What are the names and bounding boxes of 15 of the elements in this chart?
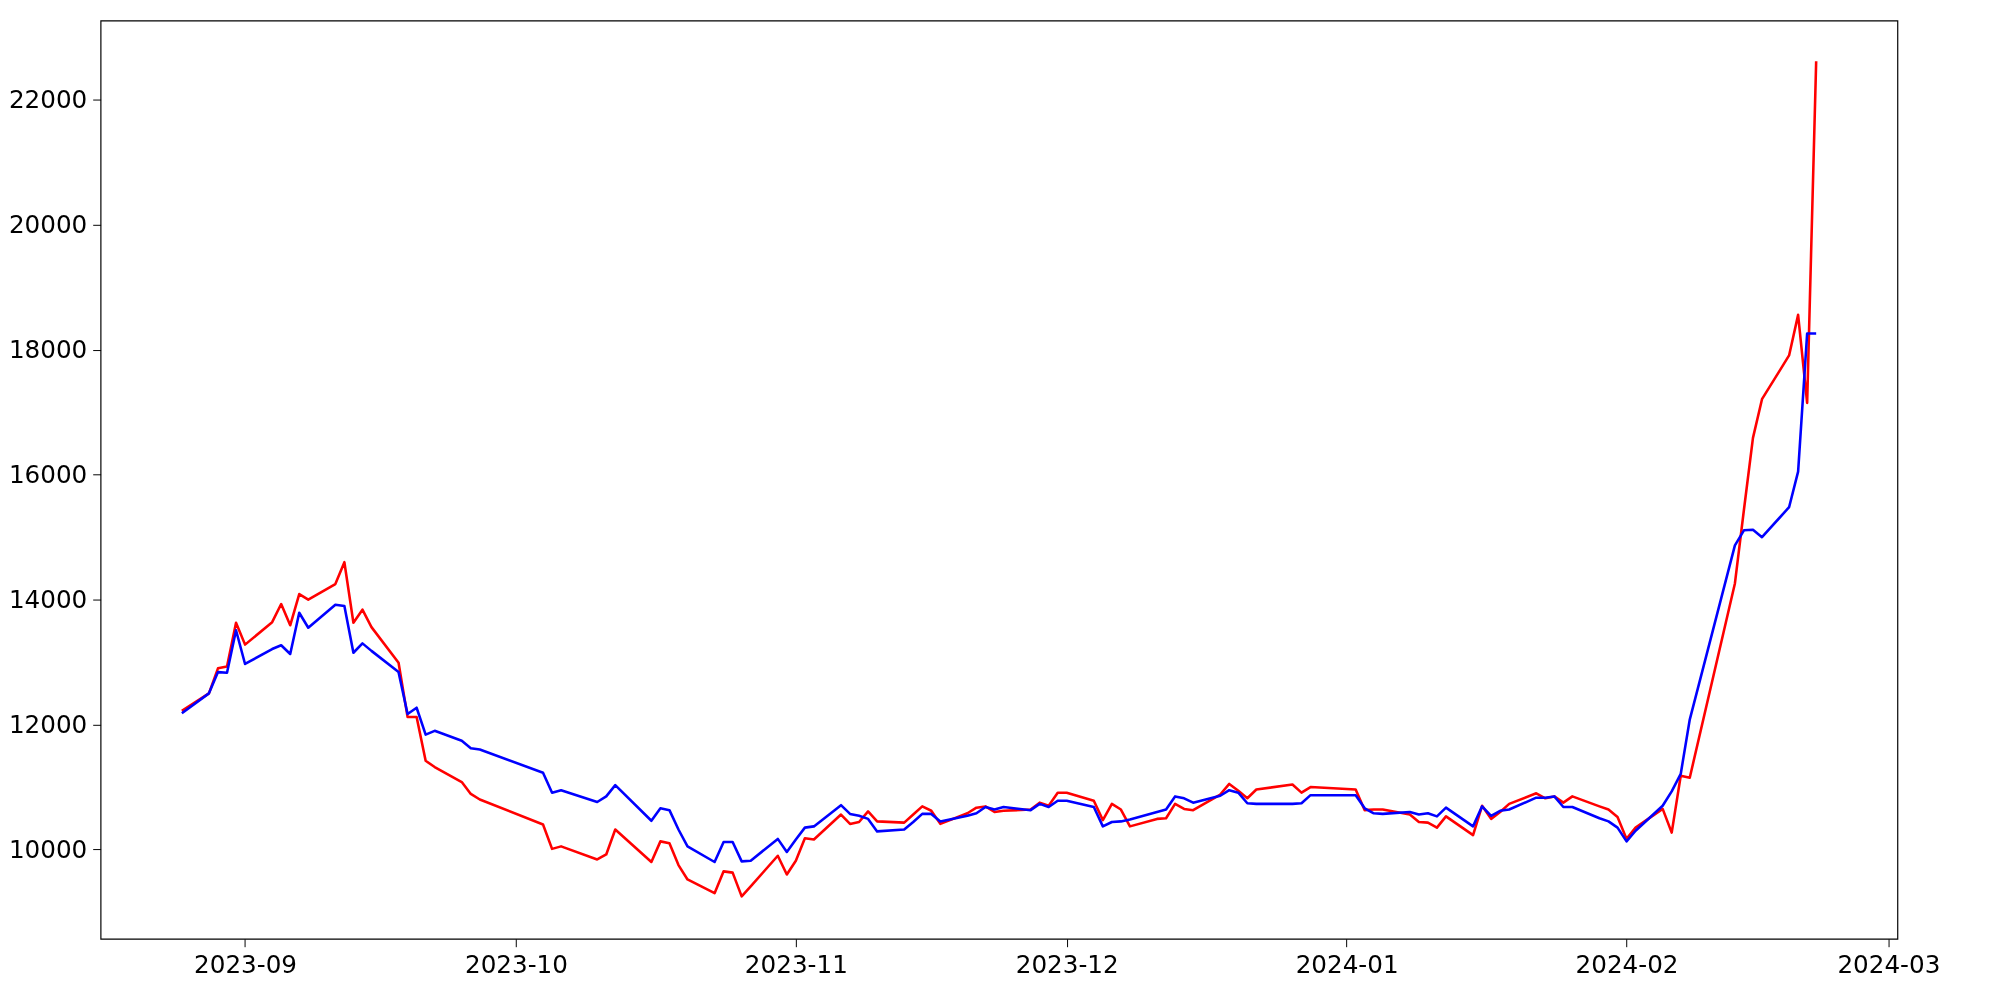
x-tick-label: 2024-01 bbox=[1295, 949, 1399, 979]
y-tick-label: 12000 bbox=[8, 709, 88, 739]
x-tick-label: 2023-11 bbox=[744, 949, 848, 979]
y-tick-label: 22000 bbox=[8, 85, 88, 115]
x-tick-label: 2024-03 bbox=[1837, 949, 1941, 979]
y-tick-label: 18000 bbox=[8, 335, 88, 365]
x-tick-label: 2023-09 bbox=[194, 949, 298, 979]
x-tick-label: 2024-02 bbox=[1575, 949, 1679, 979]
y-tick-label: 14000 bbox=[8, 585, 88, 615]
y-tick-label: 20000 bbox=[8, 210, 88, 240]
y-tick-label: 10000 bbox=[8, 834, 88, 864]
line-series bbox=[180, 332, 1818, 864]
x-tick-label: 2023-12 bbox=[1015, 949, 1119, 979]
y-tick-label: 16000 bbox=[8, 460, 88, 490]
x-tick-label: 2023-10 bbox=[464, 949, 568, 979]
